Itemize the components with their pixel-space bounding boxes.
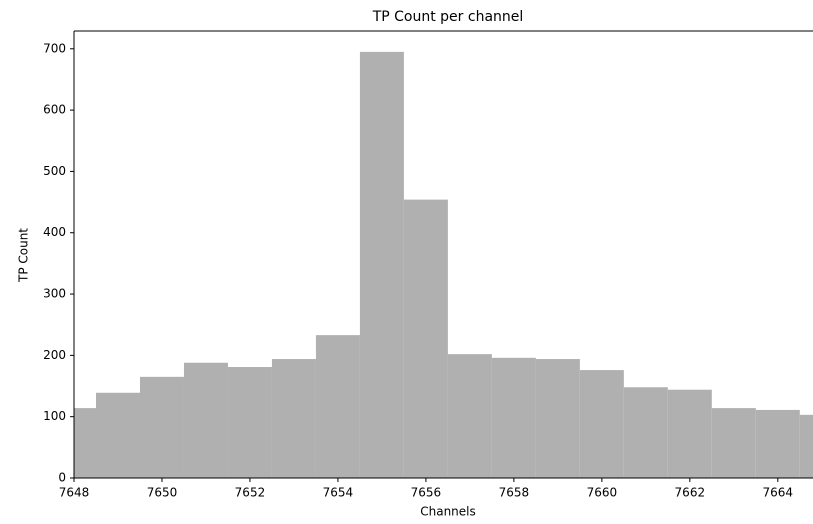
- bar: [315, 335, 360, 478]
- bar: [227, 367, 272, 478]
- bar: [667, 389, 712, 478]
- x-tick-label: 7664: [763, 486, 794, 500]
- x-tick-label: 7654: [323, 486, 354, 500]
- x-tick-label: 7656: [411, 486, 442, 500]
- x-tick-label: 7660: [587, 486, 618, 500]
- x-tick-label: 7648: [59, 486, 90, 500]
- y-axis-label: TP Count: [17, 228, 31, 283]
- bar: [799, 414, 813, 478]
- y-tick-label: 600: [43, 103, 66, 117]
- bar: [183, 362, 228, 478]
- x-tick-label: 7662: [675, 486, 706, 500]
- y-tick-label: 400: [43, 225, 66, 239]
- y-tick-label: 100: [43, 409, 66, 423]
- x-tick-label: 7658: [499, 486, 530, 500]
- bar: [623, 387, 668, 478]
- x-tick-label: 7652: [235, 486, 266, 500]
- y-tick-label: 300: [43, 287, 66, 301]
- bar: [535, 359, 580, 478]
- bar: [359, 51, 404, 478]
- bar: [711, 408, 756, 478]
- bar: [491, 357, 536, 478]
- bar: [447, 354, 492, 478]
- bar: [403, 199, 448, 478]
- bar: [139, 376, 184, 478]
- bar: [95, 392, 140, 478]
- y-tick-label: 0: [58, 471, 66, 485]
- chart-title: TP Count per channel: [372, 9, 524, 25]
- y-tick-label: 200: [43, 348, 66, 362]
- bar: [579, 370, 624, 478]
- plot-area: [74, 51, 813, 478]
- x-axis-label: Channels: [420, 505, 476, 519]
- bar: [74, 408, 96, 478]
- bar: [271, 359, 316, 478]
- y-tick-label: 700: [43, 41, 66, 55]
- bar: [755, 409, 800, 478]
- x-tick-label: 7650: [147, 486, 178, 500]
- y-tick-label: 500: [43, 164, 66, 178]
